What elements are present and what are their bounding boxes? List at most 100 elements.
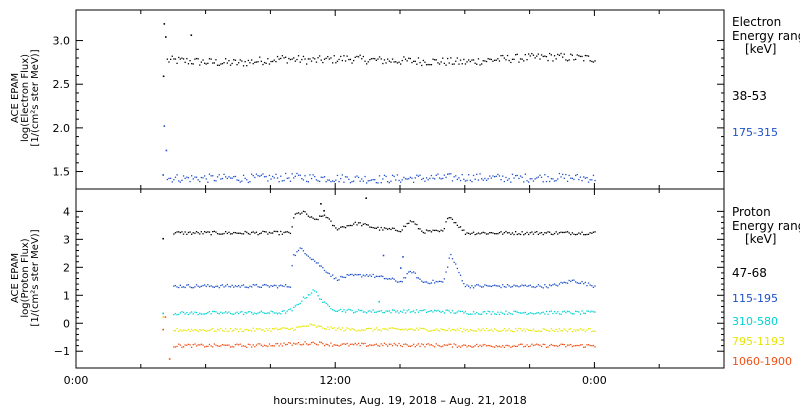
data-point-115-195 (587, 282, 590, 284)
data-point-795-1193 (442, 328, 444, 331)
data-point-115-195 (301, 247, 303, 250)
data-point-1060-1900 (333, 344, 335, 346)
data-point-795-1193 (492, 330, 494, 332)
data-point-310-580 (335, 310, 337, 312)
data-point-38-53 (317, 57, 319, 59)
data-point-175-315 (492, 175, 494, 177)
outlier-point (164, 316, 167, 318)
data-point-1060-1900 (367, 345, 369, 347)
proton-legend-unit: [keV] (745, 232, 776, 246)
data-point-175-315 (385, 175, 387, 178)
data-point-115-195 (262, 284, 264, 286)
data-point-1060-1900 (472, 346, 475, 348)
data-point-795-1193 (354, 329, 356, 331)
data-point-47-68 (419, 228, 421, 230)
data-point-1060-1900 (408, 345, 410, 347)
data-point-795-1193 (537, 330, 539, 332)
data-point-47-68 (578, 232, 580, 234)
data-point-115-195 (474, 285, 476, 287)
data-point-38-53 (450, 57, 452, 59)
data-point-38-53 (409, 57, 411, 60)
data-point-1060-1900 (383, 342, 386, 344)
data-point-115-195 (570, 280, 572, 283)
data-point-1060-1900 (416, 344, 418, 346)
data-point-47-68 (289, 232, 292, 235)
data-point-310-580 (575, 310, 577, 312)
data-point-47-68 (178, 231, 180, 233)
data-point-310-580 (508, 312, 510, 314)
data-point-1060-1900 (372, 344, 374, 346)
data-point-175-315 (168, 177, 170, 180)
data-point-795-1193 (289, 328, 292, 330)
data-point-115-195 (472, 287, 475, 289)
data-point-38-53 (207, 62, 209, 64)
electron-legend-title: Electron (732, 15, 781, 29)
data-point-795-1193 (189, 330, 191, 332)
data-point-47-68 (306, 213, 308, 215)
data-point-115-195 (502, 284, 504, 286)
data-point-47-68 (409, 220, 411, 222)
data-point-795-1193 (338, 327, 340, 329)
data-point-47-68 (523, 234, 525, 236)
data-point-47-68 (357, 222, 360, 224)
data-point-175-315 (370, 179, 373, 181)
data-point-47-68 (502, 233, 504, 235)
electron-ylabel-line-2: log(Electron Flux) (20, 54, 31, 142)
data-point-310-580 (393, 309, 395, 311)
data-point-47-68 (361, 225, 363, 227)
data-point-1060-1900 (351, 343, 353, 345)
data-point-115-195 (343, 276, 345, 278)
data-point-115-195 (458, 271, 460, 274)
data-point-1060-1900 (332, 345, 334, 347)
electron-legend: Electron Energy ranges [keV] 38-53 175-3… (732, 15, 800, 139)
data-point-1060-1900 (578, 345, 580, 347)
data-point-175-315 (451, 180, 454, 182)
data-point-38-53 (338, 58, 340, 61)
data-point-115-195 (406, 273, 408, 275)
data-point-115-195 (552, 284, 554, 286)
data-point-1060-1900 (589, 344, 591, 347)
data-point-115-195 (542, 287, 544, 289)
data-point-115-195 (265, 284, 267, 286)
data-point-795-1193 (181, 330, 183, 332)
data-point-310-580 (550, 310, 552, 312)
data-point-1060-1900 (466, 346, 468, 348)
data-point-38-53 (341, 59, 343, 62)
data-point-47-68 (479, 233, 481, 235)
data-point-1060-1900 (528, 346, 530, 348)
data-point-1060-1900 (270, 345, 272, 347)
data-point-115-195 (354, 273, 356, 276)
data-point-795-1193 (547, 329, 549, 332)
data-point-115-195 (369, 274, 371, 276)
data-point-175-315 (409, 176, 411, 178)
data-point-115-195 (176, 286, 178, 288)
data-point-38-53 (330, 57, 332, 59)
data-point-310-580 (422, 309, 424, 311)
data-point-1060-1900 (259, 343, 261, 345)
data-point-115-195 (534, 286, 536, 289)
data-point-310-580 (448, 310, 450, 312)
data-point-115-195 (341, 276, 343, 278)
data-point-1060-1900 (186, 344, 188, 346)
data-point-38-53 (195, 57, 198, 60)
data-point-310-580 (333, 309, 335, 312)
data-point-1060-1900 (387, 345, 389, 347)
data-point-1060-1900 (448, 343, 450, 345)
data-point-795-1193 (288, 328, 290, 331)
data-point-115-195 (539, 285, 541, 287)
data-point-38-53 (570, 53, 572, 55)
data-point-1060-1900 (579, 344, 582, 346)
data-point-38-53 (246, 65, 248, 67)
data-point-310-580 (351, 309, 353, 312)
outlier-point (162, 328, 164, 331)
data-point-38-53 (234, 59, 237, 61)
data-point-795-1193 (302, 325, 305, 327)
data-point-1060-1900 (497, 346, 499, 348)
data-point-175-315 (283, 179, 285, 182)
data-point-795-1193 (325, 328, 327, 330)
data-point-1060-1900 (540, 345, 543, 348)
data-point-310-580 (416, 309, 418, 311)
data-point-38-53 (518, 61, 520, 63)
data-point-175-315 (278, 181, 280, 183)
data-point-1060-1900 (459, 346, 462, 348)
